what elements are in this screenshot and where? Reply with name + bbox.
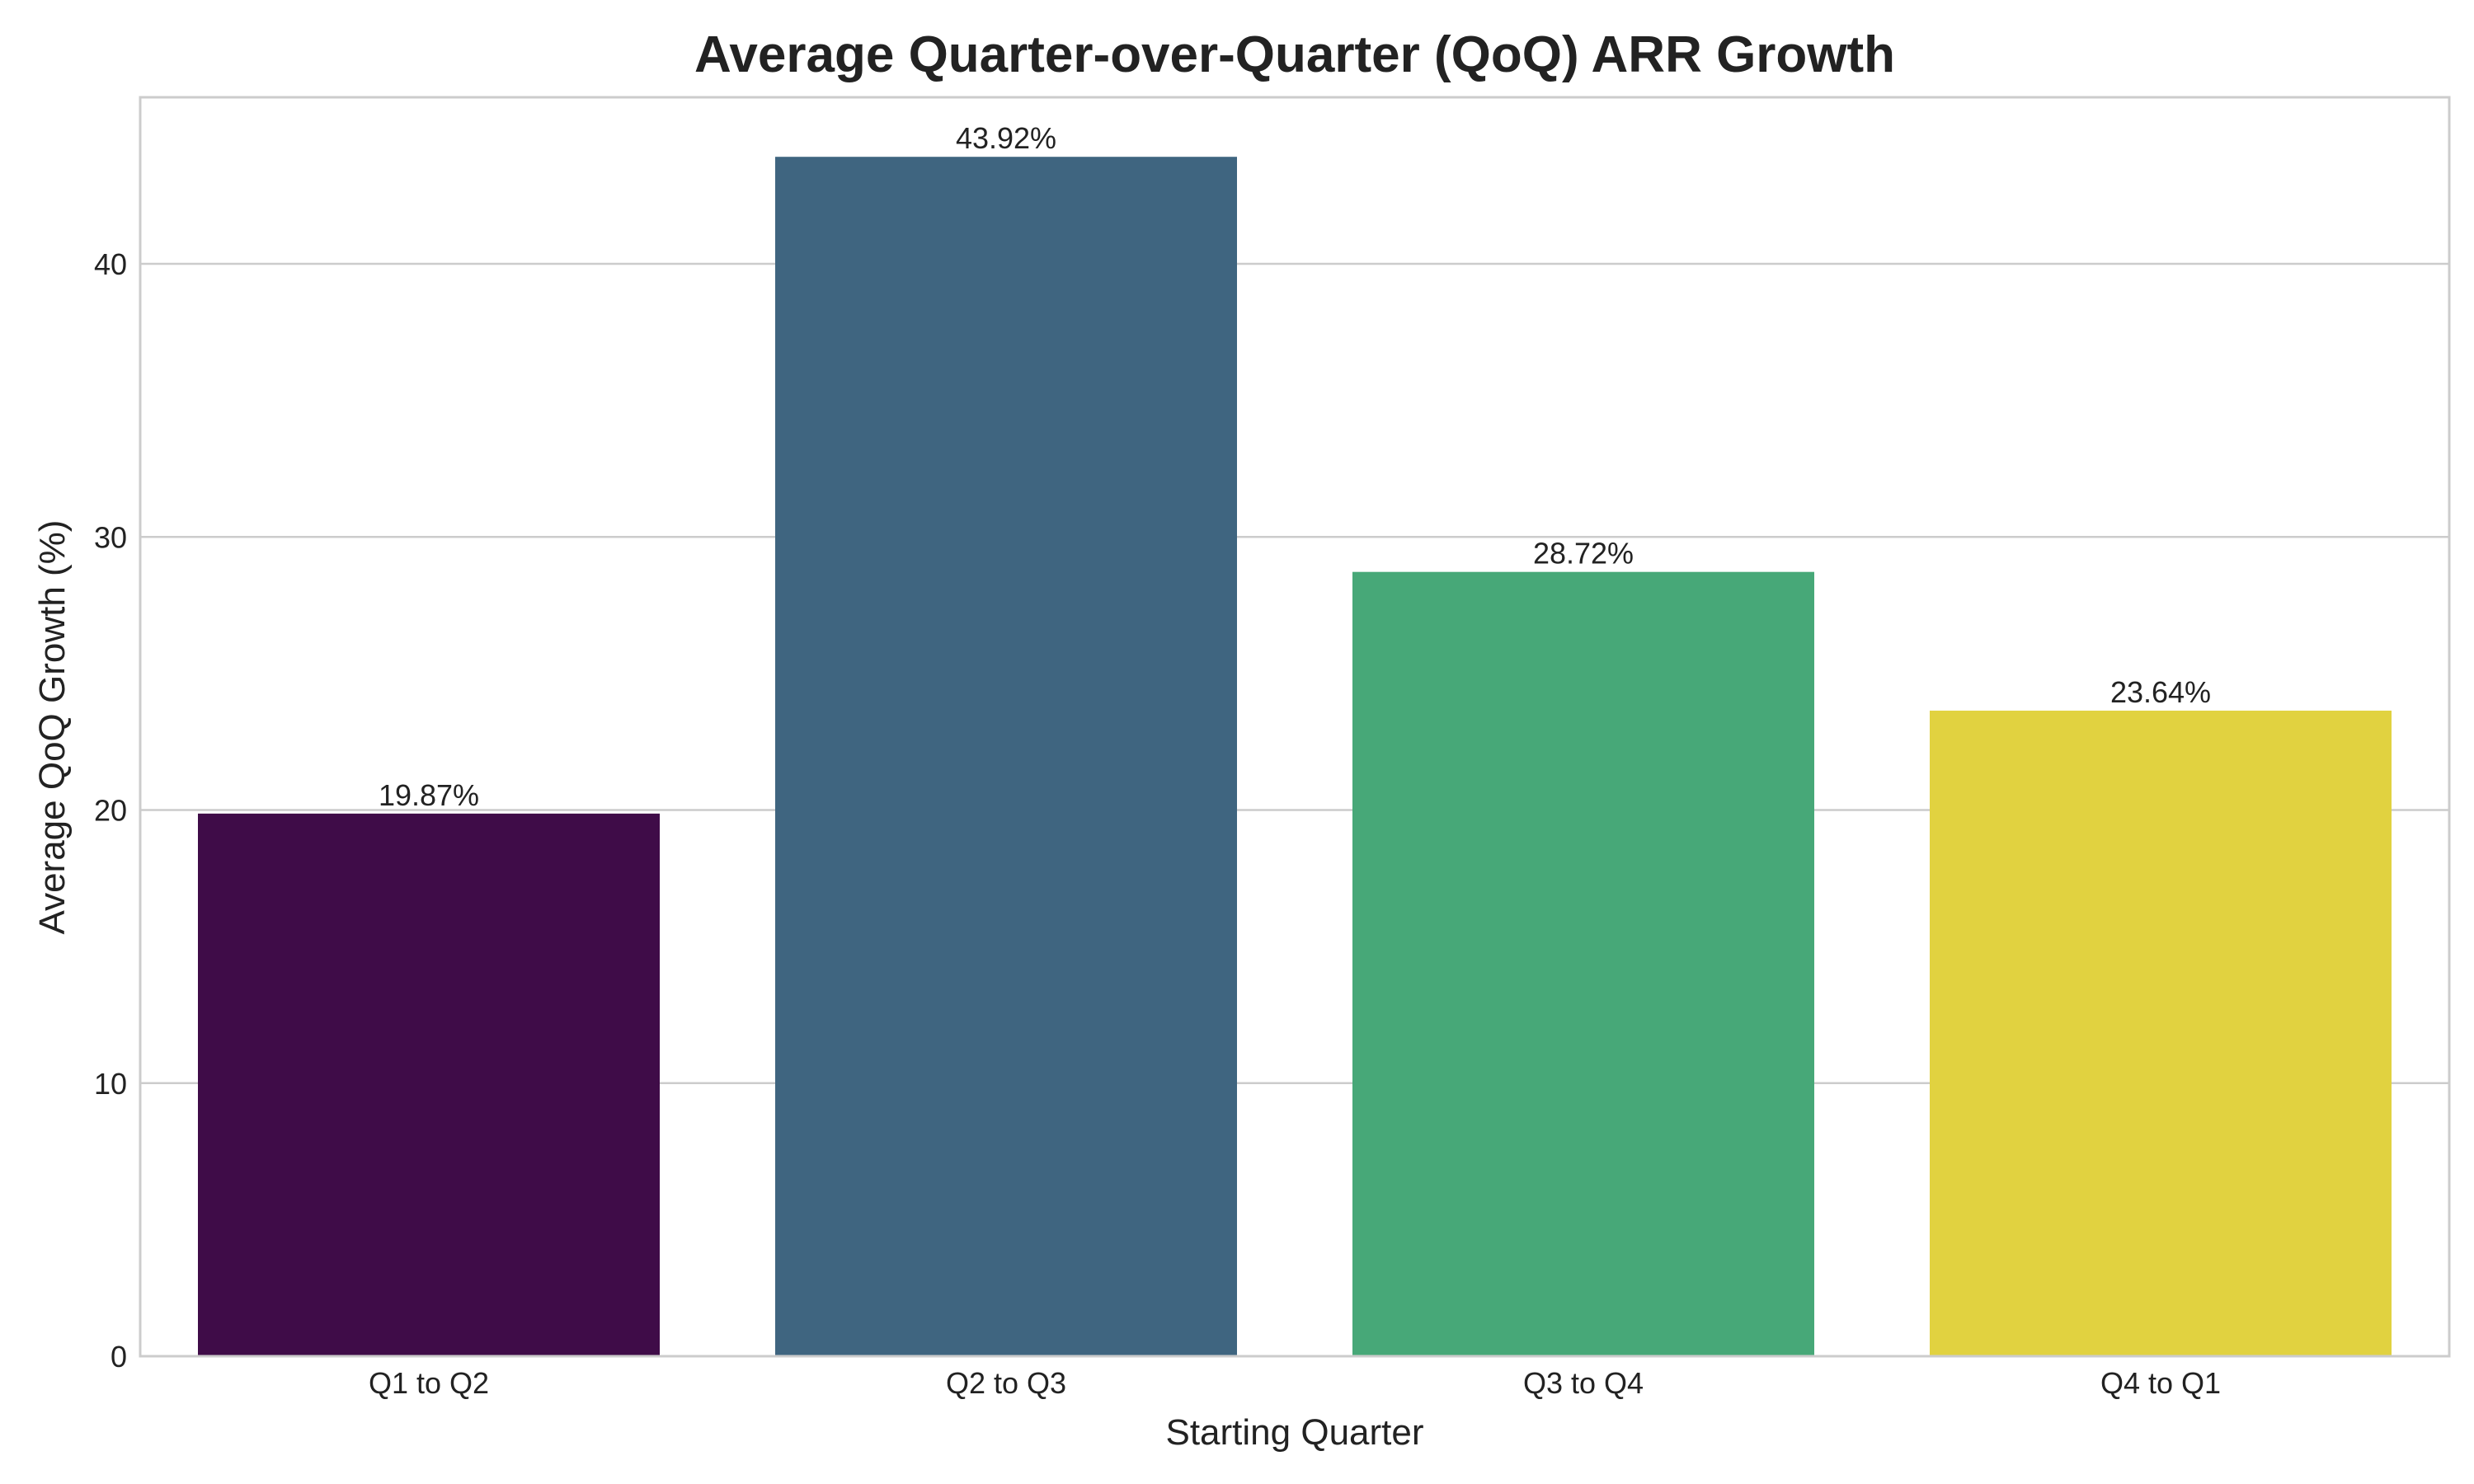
y-axis-ticks: 0 10 20 30 40 <box>94 247 127 1374</box>
y-tick-label: 40 <box>94 247 127 281</box>
y-tick-label: 0 <box>111 1340 127 1374</box>
x-axis-label: Starting Quarter <box>1165 1412 1423 1453</box>
data-label-2: 43.92% <box>956 121 1056 155</box>
chart-title: Average Quarter-over-Quarter (QoQ) ARR G… <box>694 26 1895 83</box>
y-tick-label: 10 <box>94 1067 127 1101</box>
x-tick-label-2: Q2 to Q3 <box>946 1366 1066 1400</box>
bar-2 <box>775 157 1237 1356</box>
data-label-1: 19.87% <box>379 778 479 812</box>
data-label-3: 28.72% <box>1533 537 1634 571</box>
data-label-4: 23.64% <box>2110 675 2211 709</box>
x-tick-label-1: Q1 to Q2 <box>369 1366 489 1400</box>
bars <box>198 157 2392 1356</box>
bar-4 <box>1930 710 2392 1356</box>
y-axis-label: Average QoQ Growth (%) <box>32 520 73 935</box>
x-axis-ticks: Q1 to Q2 Q2 to Q3 Q3 to Q4 Q4 to Q1 <box>369 1366 2221 1400</box>
bar-1 <box>198 813 660 1356</box>
data-labels: 19.87% 43.92% 28.72% 23.64% <box>379 121 2211 812</box>
plot-frame <box>139 96 2451 1358</box>
y-tick-label: 30 <box>94 520 127 554</box>
x-tick-label-3: Q3 to Q4 <box>1523 1366 1644 1400</box>
bar-3 <box>1352 571 1814 1356</box>
x-tick-label-4: Q4 to Q1 <box>2100 1366 2221 1400</box>
y-tick-label: 20 <box>94 794 127 828</box>
